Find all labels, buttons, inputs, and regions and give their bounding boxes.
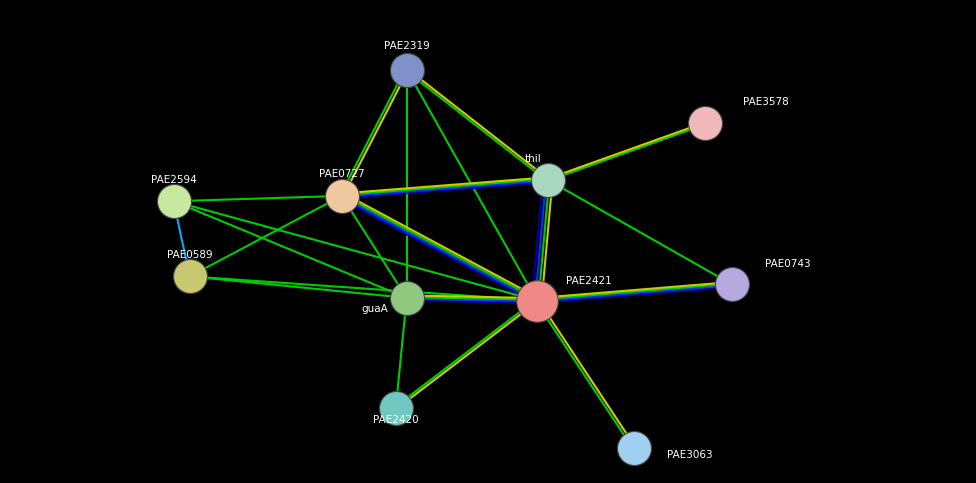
Point	[334, 192, 349, 200]
Point	[388, 404, 404, 412]
Text: PAE0743: PAE0743	[764, 259, 810, 270]
Text: PAE3578: PAE3578	[743, 98, 789, 107]
Point	[529, 297, 545, 304]
Point	[182, 272, 197, 280]
Point	[627, 444, 642, 452]
Text: PAE2420: PAE2420	[373, 415, 419, 425]
Text: PAE2421: PAE2421	[566, 275, 612, 285]
Point	[697, 120, 712, 128]
Point	[724, 281, 740, 288]
Text: PAE2319: PAE2319	[384, 41, 429, 51]
Text: thil: thil	[525, 154, 542, 164]
Text: PAE0727: PAE0727	[319, 169, 364, 179]
Point	[399, 294, 415, 302]
Text: guaA: guaA	[361, 304, 388, 314]
Text: PAE2594: PAE2594	[150, 175, 196, 185]
Point	[540, 176, 555, 184]
Text: PAE3063: PAE3063	[667, 450, 712, 460]
Point	[166, 198, 182, 205]
Text: PAE0589: PAE0589	[167, 250, 213, 260]
Point	[399, 66, 415, 73]
